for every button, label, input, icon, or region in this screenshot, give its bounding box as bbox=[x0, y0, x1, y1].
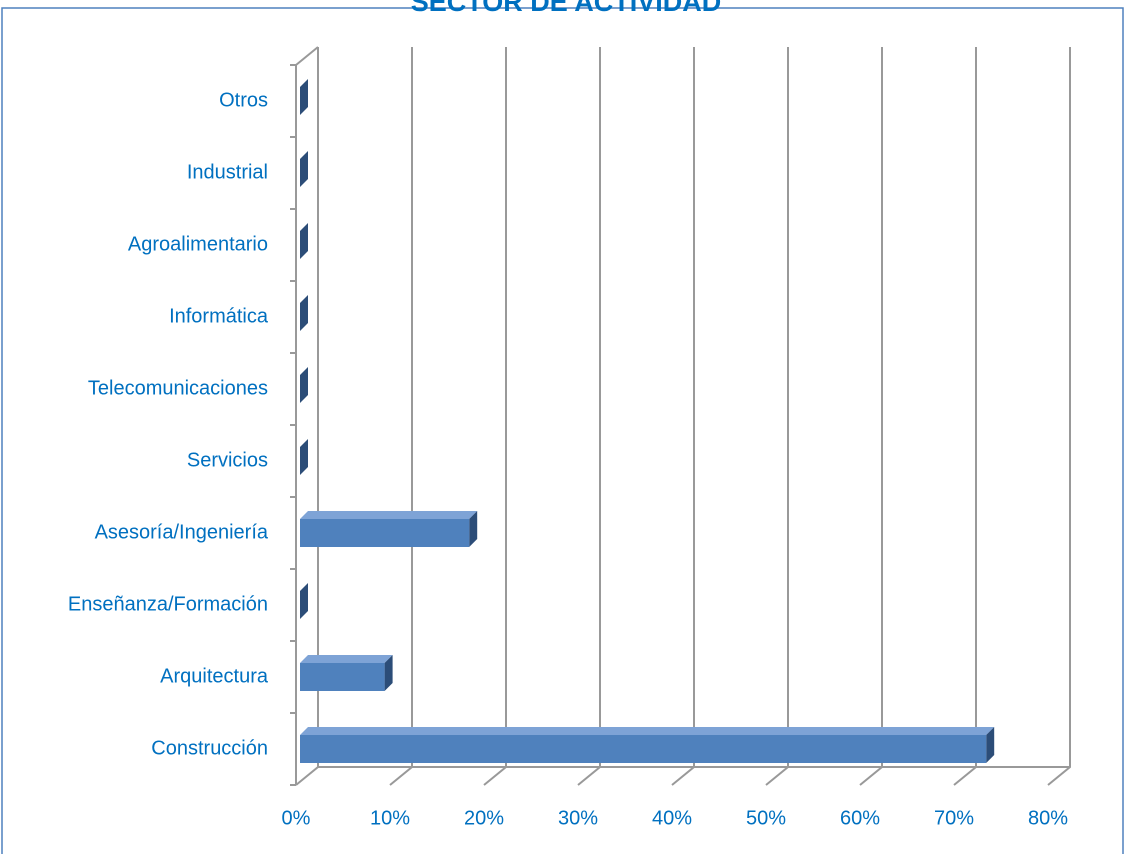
y-tick-label: Construcción bbox=[151, 737, 268, 759]
bar-side bbox=[300, 79, 308, 115]
x-tick-label: 20% bbox=[464, 807, 504, 829]
grid-line bbox=[859, 47, 883, 786]
y-tick-label: Agroalimentario bbox=[128, 233, 268, 255]
bar bbox=[300, 367, 308, 403]
x-tick-label: 30% bbox=[558, 807, 598, 829]
bar-front bbox=[300, 663, 385, 691]
grid-line bbox=[765, 47, 789, 786]
bar bbox=[300, 655, 393, 691]
bar-side bbox=[300, 295, 308, 331]
bar-front bbox=[300, 519, 470, 547]
bar bbox=[300, 295, 308, 331]
y-tick-label: Otros bbox=[219, 89, 268, 111]
y-tick-label: Servicios bbox=[187, 449, 268, 471]
x-tick-label: 10% bbox=[370, 807, 410, 829]
bar-side bbox=[986, 727, 995, 763]
bar-side bbox=[300, 367, 308, 403]
grid-line bbox=[953, 47, 977, 786]
bar bbox=[300, 511, 478, 547]
x-tick-label: 60% bbox=[840, 807, 880, 829]
grid-line bbox=[389, 47, 413, 786]
y-tick-label: Arquitectura bbox=[160, 665, 269, 687]
grid-line bbox=[295, 47, 319, 786]
bar-side bbox=[300, 151, 308, 187]
bar bbox=[300, 223, 308, 259]
grid-line bbox=[483, 47, 507, 786]
bar bbox=[300, 583, 308, 619]
bar-side bbox=[300, 223, 308, 259]
y-tick-label: Enseñanza/Formación bbox=[68, 593, 268, 615]
chart-title: SECTOR DE ACTIVIDAD bbox=[411, 0, 722, 17]
grid-line bbox=[577, 47, 601, 786]
bar bbox=[300, 151, 308, 187]
bar bbox=[300, 727, 995, 763]
bar-side bbox=[300, 439, 308, 475]
bar-front bbox=[300, 735, 987, 763]
grid-line bbox=[671, 47, 695, 786]
x-tick-label: 0% bbox=[282, 807, 311, 829]
bar-side bbox=[384, 655, 393, 691]
bar-side bbox=[469, 511, 478, 547]
x-tick-label: 80% bbox=[1028, 807, 1068, 829]
bar bbox=[300, 79, 308, 115]
chart-frame bbox=[1, 7, 1124, 854]
bar-top bbox=[300, 727, 995, 735]
grid-line bbox=[1047, 47, 1071, 786]
y-tick-label: Telecomunicaciones bbox=[88, 377, 268, 399]
bar-top bbox=[300, 655, 393, 663]
y-tick-label: Industrial bbox=[187, 161, 268, 183]
bar bbox=[300, 439, 308, 475]
x-tick-label: 50% bbox=[746, 807, 786, 829]
y-tick-label: Informática bbox=[169, 305, 269, 327]
y-axis-depth bbox=[295, 46, 319, 66]
x-tick-label: 70% bbox=[934, 807, 974, 829]
bar-top bbox=[300, 511, 478, 519]
x-tick-label: 40% bbox=[652, 807, 692, 829]
y-tick-label: Asesoría/Ingeniería bbox=[95, 521, 269, 543]
bar-side bbox=[300, 583, 308, 619]
